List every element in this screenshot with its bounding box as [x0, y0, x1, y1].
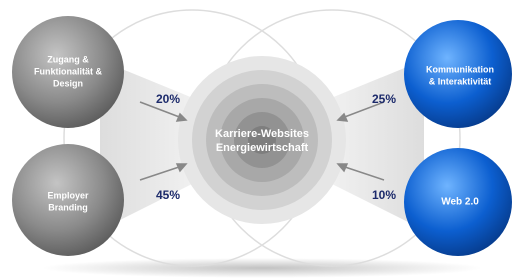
- center-rings: [178, 56, 346, 224]
- share-label: 20%: [156, 92, 180, 106]
- node-label: & Interaktivität: [429, 76, 492, 86]
- node-label: Branding: [48, 202, 88, 212]
- node-label: Web 2.0: [441, 197, 479, 208]
- node-label: Kommunikation: [426, 64, 494, 74]
- center-label: Energiewirtschaft: [216, 142, 309, 154]
- node-label: Employer: [47, 190, 89, 200]
- shadow: [42, 258, 482, 278]
- center-label: Karriere-Websites: [215, 128, 309, 140]
- diagram: Karriere-Websites Energiewirtschaft Zuga…: [0, 0, 524, 279]
- share-label: 25%: [372, 92, 396, 106]
- share-label: 45%: [156, 188, 180, 202]
- share-label: 10%: [372, 188, 396, 202]
- node-label: Zugang &: [47, 54, 89, 64]
- node-label: Design: [53, 78, 83, 88]
- node-label: Funktionalität &: [34, 66, 102, 76]
